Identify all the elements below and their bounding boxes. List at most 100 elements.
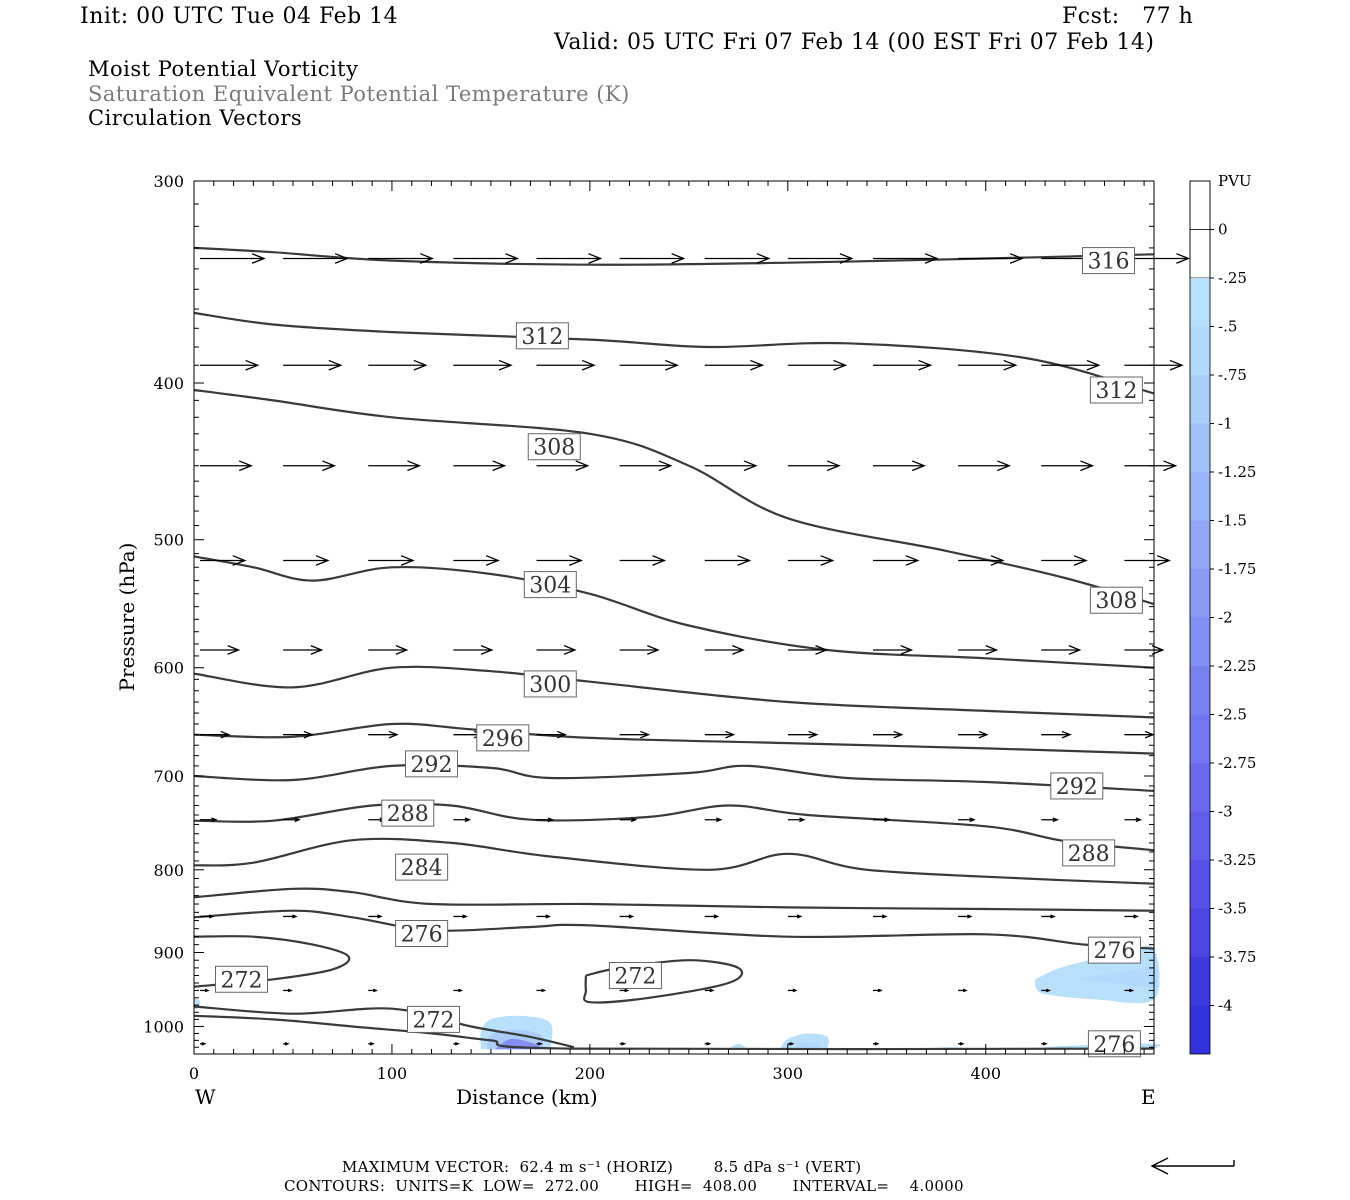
vector-head (664, 359, 679, 371)
vector-head (1169, 359, 1184, 371)
vector-8-3 (453, 988, 464, 993)
vector-9-5 (619, 1041, 627, 1046)
vector-head (792, 988, 798, 993)
vector-2-2 (368, 460, 422, 472)
vector-head (541, 988, 547, 993)
vector-1-8 (872, 359, 933, 371)
vector-head (581, 359, 596, 371)
vector-1-4 (536, 359, 596, 371)
contour-label-box (1087, 936, 1141, 964)
contour-label-box (1062, 839, 1116, 867)
vector-head (251, 253, 266, 264)
y-tick-label: 600 (153, 659, 184, 678)
contour-312-1 (193, 311, 1155, 395)
vector-6-8 (872, 817, 891, 823)
vector-head (985, 645, 999, 655)
vector-8-1 (283, 988, 293, 993)
vector-7-7 (787, 914, 803, 919)
x-tick-label: 400 (970, 1064, 1001, 1083)
vector-head (1061, 730, 1072, 739)
reference-vector-arrow (1150, 1157, 1235, 1175)
colorbar-label: -.5 (1218, 318, 1237, 336)
pv-shading (194, 945, 1161, 1050)
vector-4-8 (872, 645, 914, 655)
x-end-label-east: E (1141, 1085, 1156, 1109)
vector-head (796, 914, 803, 919)
vector-3-6 (704, 555, 752, 566)
colorbar-cell-8 (1190, 569, 1210, 618)
vector-5-1 (283, 730, 314, 739)
vector-head (1135, 817, 1143, 823)
field-title-vectors: Circulation Vectors (88, 106, 303, 130)
contour-label-text: 288 (387, 802, 429, 827)
vector-head (881, 914, 888, 919)
vector-head (322, 460, 337, 472)
vector-8-7 (787, 988, 798, 993)
vector-8-2 (368, 988, 378, 993)
vector-3-1 (283, 555, 330, 566)
vector-4-10 (1041, 645, 1082, 655)
vector-7-8 (872, 914, 888, 919)
vector-6-9 (958, 817, 976, 823)
vector-head (839, 253, 854, 264)
vector-head (905, 555, 920, 566)
vector-1-9 (958, 359, 1018, 371)
vector-head (658, 460, 673, 472)
contour-272-11 (193, 935, 351, 988)
max-vector-note: MAXIMUM VECTOR: 62.4 m s⁻¹ (HORIZ) 8.5 d… (342, 1158, 862, 1176)
contour-label-box (381, 799, 435, 827)
vector-head (454, 1041, 460, 1046)
contour-label-box (527, 433, 581, 461)
vector-0-4 (536, 253, 603, 264)
contour-label-box (1089, 376, 1143, 404)
vector-5-10 (1041, 730, 1072, 739)
vector-head (545, 914, 552, 919)
vector-head (505, 253, 520, 264)
vector-3-7 (787, 555, 835, 566)
vector-head (294, 817, 301, 823)
vector-head (877, 988, 883, 993)
vector-head (756, 253, 771, 264)
contour-label-box (407, 1005, 461, 1033)
vector-1-1 (283, 359, 343, 371)
contour-label-text: 312 (521, 325, 563, 350)
contour-label-16: 272 (608, 961, 662, 989)
vector-0-9 (958, 253, 1024, 264)
contour-label-15: 272 (215, 965, 269, 993)
contour-label-box (1087, 1030, 1141, 1058)
vector-head (1068, 645, 1082, 655)
vector-5-5 (619, 730, 651, 739)
contour-label-14: 276 (1087, 936, 1141, 964)
vector-head (732, 645, 745, 655)
vector-head (647, 645, 660, 655)
vector-head (569, 555, 584, 566)
vector-head (737, 555, 752, 566)
vector-head (713, 914, 720, 919)
vector-4-2 (368, 645, 409, 655)
contour-label-13: 276 (395, 919, 449, 947)
vector-1-0 (200, 359, 260, 371)
contour-label-12: 284 (395, 853, 449, 881)
vector-2-9 (958, 460, 1012, 472)
contour-label-6: 300 (523, 670, 577, 698)
vector-5-6 (704, 730, 736, 739)
vector-7-9 (958, 914, 973, 919)
vector-head (1042, 1041, 1048, 1046)
pv-shade-4 (791, 1041, 821, 1050)
contour-label-4: 308 (1089, 586, 1143, 614)
vector-8-4 (536, 988, 547, 993)
vector-0-7 (787, 253, 854, 264)
vector-head (492, 460, 507, 472)
vector-head (1009, 253, 1024, 264)
colorbar-cell-13 (1190, 811, 1210, 860)
y-axis-label: Pressure (hPa) (115, 543, 139, 692)
vector-9-0 (200, 1041, 207, 1046)
vector-3-11 (1124, 555, 1171, 566)
colorbar-cell-7 (1190, 520, 1210, 569)
vector-head (884, 817, 891, 823)
contour-label-9: 292 (1050, 772, 1104, 800)
colorbar-label: -3 (1218, 803, 1233, 821)
vector-head (709, 988, 715, 993)
vector-head (924, 253, 939, 264)
vector-head (462, 914, 468, 919)
